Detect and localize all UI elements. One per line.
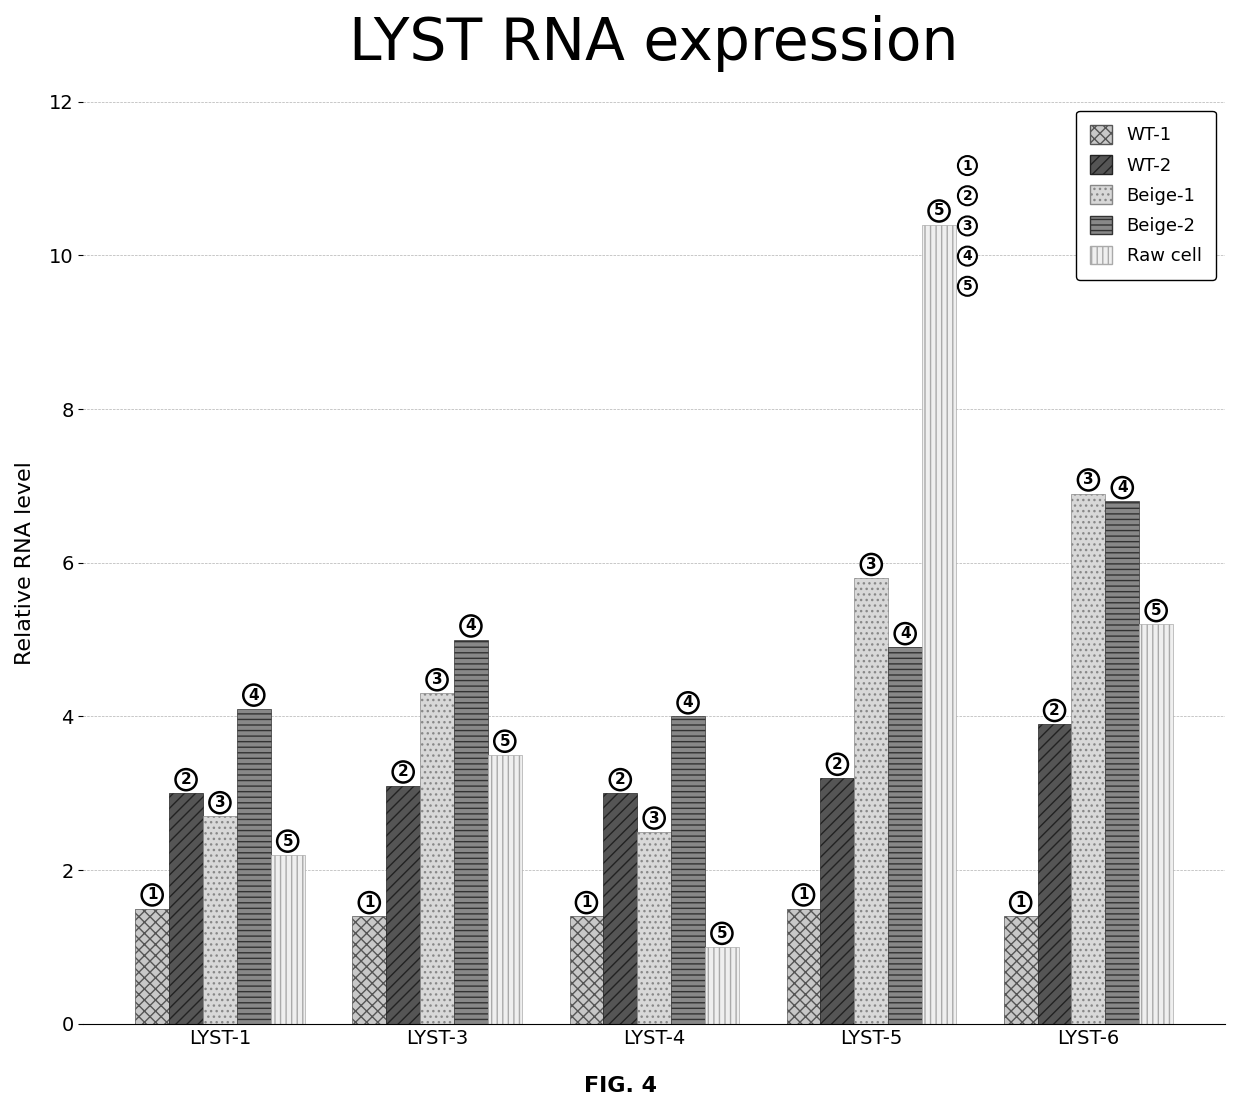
Text: 4: 4	[248, 687, 259, 703]
Text: FIG. 4: FIG. 4	[584, 1076, 656, 1096]
Bar	[821, 778, 854, 1024]
Legend: WT-1, WT-2, Beige-1, Beige-2, Raw cell: WT-1, WT-2, Beige-1, Beige-2, Raw cell	[1076, 111, 1216, 280]
Text: 4: 4	[1117, 480, 1127, 495]
Bar	[454, 640, 487, 1024]
Text: 3: 3	[866, 557, 877, 572]
Text: 2: 2	[832, 757, 843, 772]
Bar	[923, 225, 956, 1024]
Text: 1: 1	[582, 896, 591, 910]
Bar	[637, 831, 671, 1024]
Text: 4: 4	[962, 249, 972, 263]
Text: 2: 2	[398, 765, 408, 779]
Text: 3: 3	[1083, 473, 1094, 487]
Bar	[169, 794, 203, 1024]
Text: 3: 3	[962, 219, 972, 232]
Bar	[203, 816, 237, 1024]
Bar	[1071, 494, 1105, 1024]
Text: 5: 5	[962, 279, 972, 293]
Text: 4: 4	[465, 619, 476, 633]
Text: 5: 5	[934, 204, 945, 218]
Bar	[135, 909, 169, 1024]
Bar	[786, 909, 821, 1024]
Bar	[671, 716, 706, 1024]
Text: 2: 2	[181, 773, 191, 787]
Text: 1: 1	[1016, 896, 1025, 910]
Text: 3: 3	[215, 795, 226, 810]
Bar	[1003, 917, 1038, 1024]
Text: 3: 3	[432, 672, 443, 687]
Y-axis label: Relative RNA level: Relative RNA level	[15, 461, 35, 664]
Bar	[1038, 724, 1071, 1024]
Text: 3: 3	[649, 810, 660, 826]
Text: 1: 1	[146, 888, 157, 902]
Bar	[604, 794, 637, 1024]
Bar	[420, 693, 454, 1024]
Bar	[352, 917, 386, 1024]
Bar	[1140, 624, 1173, 1024]
Bar	[270, 855, 305, 1024]
Bar	[1105, 501, 1140, 1024]
Text: 2: 2	[615, 773, 626, 787]
Bar	[888, 648, 923, 1024]
Text: 4: 4	[683, 695, 693, 711]
Text: 5: 5	[1151, 603, 1162, 618]
Text: 2: 2	[1049, 703, 1060, 718]
Text: 4: 4	[900, 627, 910, 641]
Bar	[386, 786, 420, 1024]
Title: LYST RNA expression: LYST RNA expression	[350, 15, 959, 72]
Text: 5: 5	[283, 834, 293, 849]
Text: 1: 1	[799, 888, 808, 902]
Text: 1: 1	[365, 896, 374, 910]
Bar	[487, 755, 522, 1024]
Text: 2: 2	[962, 189, 972, 203]
Text: 5: 5	[500, 734, 510, 748]
Bar	[854, 578, 888, 1024]
Bar	[569, 917, 604, 1024]
Bar	[706, 946, 739, 1024]
Bar	[237, 708, 270, 1024]
Text: 5: 5	[717, 925, 727, 941]
Text: 1: 1	[962, 158, 972, 173]
